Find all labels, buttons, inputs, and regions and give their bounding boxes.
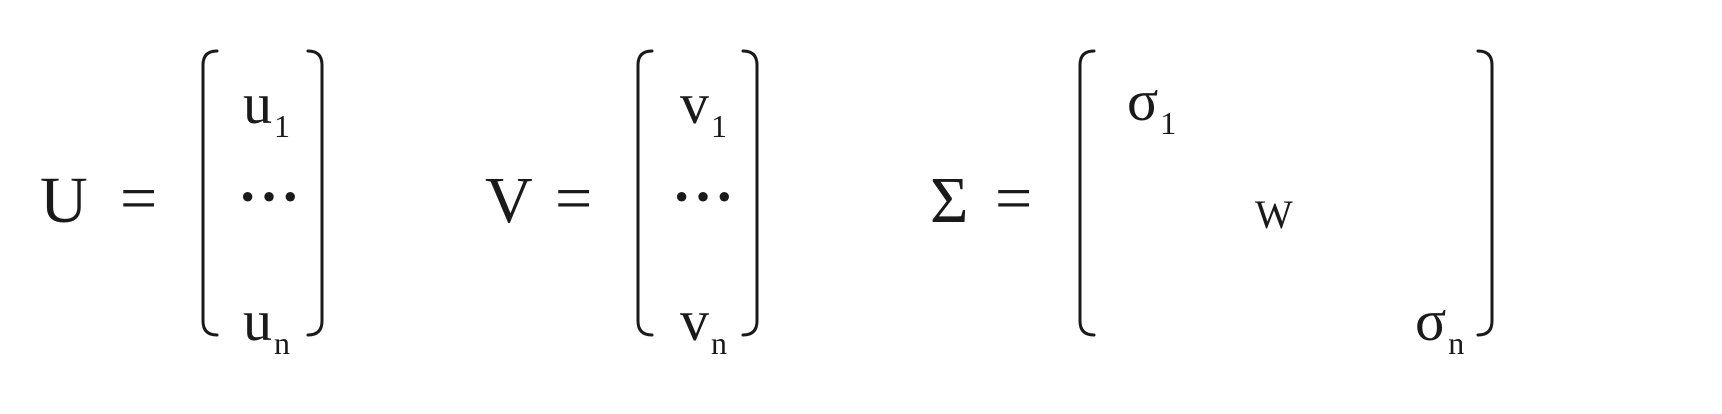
matrix-sigma-symbol: Σ (930, 164, 969, 237)
equals-sign: = (120, 162, 158, 235)
entry-subscript: n (274, 325, 290, 361)
left-bracket (1078, 49, 1096, 337)
entry-subscript: 1 (274, 108, 290, 144)
matrix-u-ellipsis: ··· (238, 164, 303, 229)
entry-base: u (243, 71, 272, 136)
right-bracket (1476, 49, 1494, 337)
matrix-sigma-entry-last: σn (1415, 292, 1464, 360)
entry-base: u (243, 288, 272, 353)
entry-subscript: 1 (1160, 105, 1177, 141)
entry-subscript: 1 (711, 108, 727, 144)
entry-base: σ (1127, 68, 1159, 133)
matrix-sigma-middle: W (1255, 192, 1293, 237)
matrix-u-entry-last: un (243, 292, 290, 360)
entry-base: σ (1415, 288, 1447, 353)
matrix-v-entry-first: v1 (680, 75, 727, 143)
entry-base: v (680, 288, 709, 353)
matrix-v-symbol: V (485, 164, 533, 237)
matrix-v-ellipsis: ··· (672, 164, 737, 229)
matrix-sigma-entry-first: σ1 (1127, 72, 1176, 140)
right-bracket (741, 49, 759, 337)
equals-sign: = (555, 162, 593, 235)
entry-base: v (680, 71, 709, 136)
equals-sign: = (995, 162, 1033, 235)
matrix-u-entry-first: u1 (243, 75, 290, 143)
matrix-u-symbol: U (40, 164, 88, 237)
matrix-v-entry-last: vn (680, 292, 727, 360)
left-bracket (201, 49, 219, 337)
right-bracket (306, 49, 324, 337)
entry-subscript: n (711, 325, 727, 361)
left-bracket (636, 49, 654, 337)
entry-subscript: n (1448, 325, 1465, 361)
